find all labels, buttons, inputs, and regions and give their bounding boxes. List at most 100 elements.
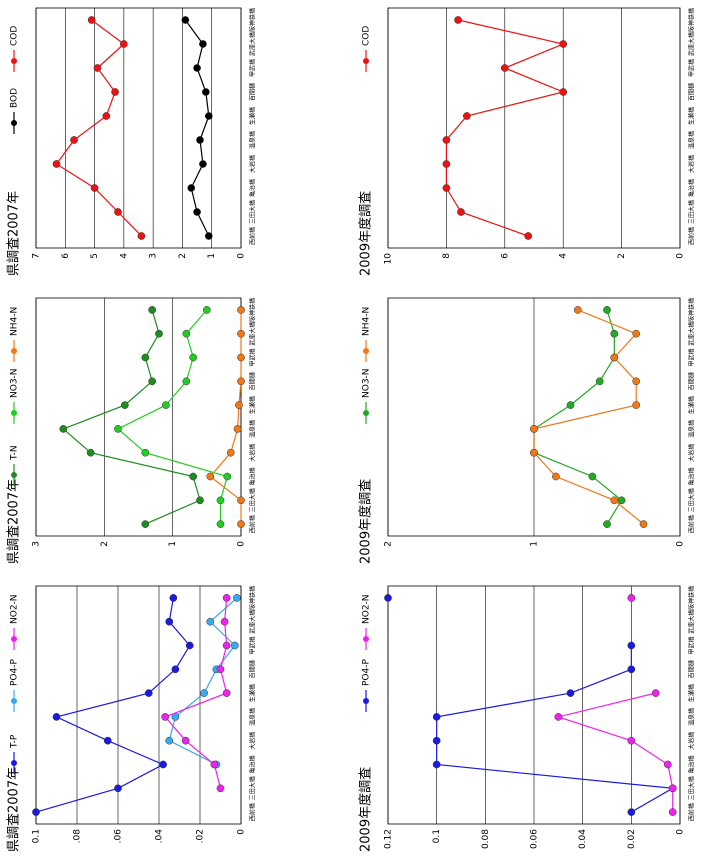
data-point — [222, 594, 231, 602]
y-tick-label: 2 — [100, 541, 110, 547]
data-point — [148, 306, 157, 314]
legend-label: T-P — [10, 734, 20, 749]
x-tick-label: 甲武橋 — [249, 348, 257, 366]
data-point — [524, 232, 533, 240]
data-point — [627, 665, 636, 674]
y-tick-label: 3 — [32, 541, 42, 547]
data-point — [566, 401, 575, 409]
x-tick-label: 西前橋 — [249, 515, 257, 533]
x-tick-label: 西前橋 — [249, 803, 257, 821]
x-tick-label: 西前橋 — [688, 803, 696, 821]
chart: 2009年度調査 NO3-N NH4-N 0 1 2 西前橋 三田大橋 亀治橋 大岩橋 温泉橋 生瀬橋… — [358, 297, 696, 564]
series-line — [62, 309, 201, 525]
x-tick-label: 大岩橋 — [249, 155, 257, 173]
data-point — [141, 520, 150, 528]
data-point — [216, 665, 225, 674]
data-point — [199, 40, 207, 48]
x-tick-label: 温泉橋 — [249, 131, 257, 149]
legend-marker — [11, 348, 17, 354]
data-point — [102, 112, 111, 120]
plot-frame — [35, 297, 242, 537]
data-point — [137, 232, 146, 240]
y-tick-label: 7 — [32, 253, 42, 259]
data-point — [432, 760, 441, 769]
y-tick-label: .08 — [73, 829, 83, 844]
y-tick-label: 8 — [442, 253, 452, 259]
x-tick-label: 武庫大橋 — [688, 32, 696, 56]
legend-marker — [363, 698, 369, 704]
data-point — [181, 736, 190, 745]
data-point — [442, 184, 451, 192]
y-tick-label: 0.02 — [627, 829, 637, 849]
x-tick-label: 温泉橋 — [249, 708, 257, 726]
data-point — [222, 689, 231, 697]
x-tick-label: 三田大橋 — [688, 200, 696, 224]
data-point — [204, 232, 213, 240]
legend-label: COD — [362, 26, 372, 46]
data-point — [223, 472, 232, 481]
x-tick-label: 生瀬橋 — [249, 684, 257, 702]
y-tick-label: 0.12 — [384, 829, 394, 849]
y-tick-label: 6 — [500, 253, 510, 259]
x-tick-label: 亀治橋 — [688, 467, 696, 485]
chart-title: 県調査2007年 — [7, 479, 22, 564]
legend-label: NH4-N — [362, 307, 372, 336]
data-point — [231, 641, 239, 650]
data-point — [193, 64, 201, 72]
x-tick-label: 百間樋 — [688, 372, 696, 390]
data-point — [144, 689, 153, 697]
data-point — [193, 208, 201, 216]
data-point — [114, 208, 122, 216]
data-point — [182, 377, 191, 386]
x-tick-label: 生瀬橋 — [688, 684, 696, 702]
x-tick-label: 温泉橋 — [688, 420, 696, 438]
y-tick-label: 5 — [90, 253, 100, 259]
data-point — [199, 160, 207, 168]
x-tick-label: 大岩橋 — [249, 732, 257, 750]
y-tick-label: 0 — [237, 253, 247, 259]
x-tick-label: 甲武橋 — [688, 348, 696, 366]
x-tick-label: 三田大橋 — [249, 200, 257, 224]
legend-label: NO2-N — [10, 594, 20, 624]
x-tick-label: 西前橋 — [249, 227, 257, 245]
data-point — [632, 329, 641, 338]
y-tick-label: 6 — [61, 253, 71, 259]
legend-marker — [363, 58, 369, 64]
x-tick-label: 大岩橋 — [249, 444, 257, 462]
x-tick-label: 温泉橋 — [688, 708, 696, 726]
x-tick-label: 甲武橋 — [249, 636, 257, 654]
data-point — [114, 425, 122, 433]
data-point — [530, 425, 538, 433]
x-tick-label: 生瀬橋 — [688, 396, 696, 414]
data-point — [120, 40, 128, 48]
data-point — [32, 808, 40, 816]
data-point — [454, 16, 462, 24]
data-point — [169, 594, 178, 602]
legend-marker — [11, 636, 17, 642]
legend-marker — [363, 636, 369, 642]
data-point — [663, 760, 672, 769]
data-point — [235, 401, 243, 409]
x-tick-label: 大岩橋 — [688, 732, 696, 750]
chart-title: 2009年度調査 — [358, 191, 374, 276]
x-tick-label: 百間樋 — [688, 83, 696, 101]
data-point — [442, 136, 451, 144]
legend-marker — [11, 698, 17, 704]
data-point — [554, 713, 563, 721]
y-tick-label: 1 — [207, 253, 217, 259]
x-tick-label: 阪神鉄橋 — [249, 586, 257, 610]
x-tick-label: 甲武橋 — [249, 59, 257, 77]
chart-title: 2009年度調査 — [358, 767, 374, 852]
y-tick-label: 0.04 — [578, 829, 588, 849]
data-point — [603, 306, 611, 314]
y-tick-label: 0 — [237, 829, 247, 835]
data-point — [204, 112, 213, 120]
x-tick-label: 百間樋 — [249, 660, 257, 678]
data-point — [530, 448, 538, 457]
y-tick-label: 1 — [168, 541, 178, 547]
data-point — [595, 377, 604, 386]
data-point — [90, 184, 99, 192]
data-point — [573, 306, 582, 314]
data-point — [233, 594, 241, 602]
data-point — [627, 808, 636, 816]
